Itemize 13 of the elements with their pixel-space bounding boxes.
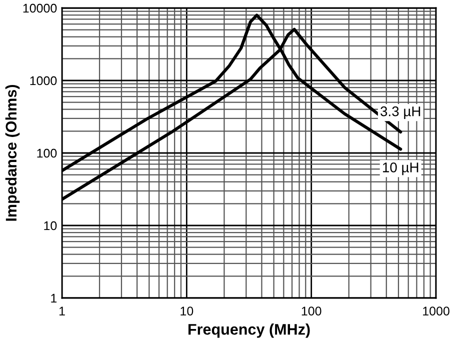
x-tick-label: 1000 (423, 306, 450, 316)
x-tick-label: 100 (302, 306, 322, 316)
x-axis-title: Frequency (MHz) (188, 324, 310, 338)
y-tick-label: 1000 (30, 76, 57, 86)
series-label: 3.3 µH (380, 106, 420, 119)
y-tick-label: 10000 (23, 4, 57, 13)
y-tick-label: 10 (44, 221, 57, 230)
x-tick-label: 10 (180, 306, 194, 316)
y-tick-label: 1 (51, 294, 57, 303)
series-label: 10 µH (382, 162, 418, 176)
x-tick-label: 1 (59, 306, 65, 316)
y-tick-label: 100 (37, 148, 57, 158)
y-axis-title: Impedance (Ohms) (5, 84, 20, 221)
